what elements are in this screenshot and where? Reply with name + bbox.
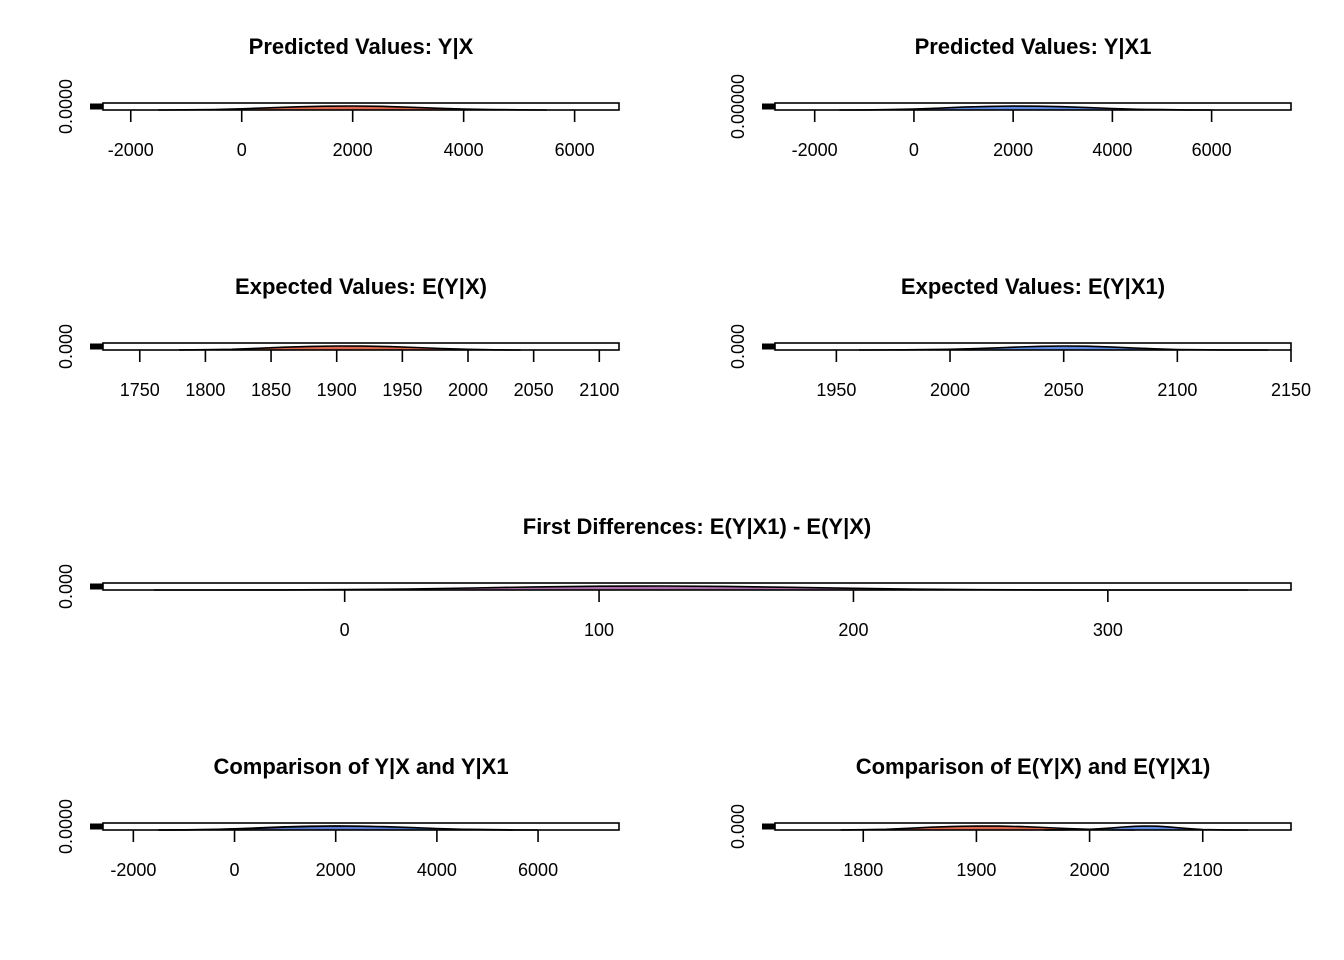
panel-7: Comparison of E(Y|X) and E(Y|X1) 0.000 180… (728, 754, 1292, 880)
x-tick-label: 300 (1093, 620, 1123, 640)
x-tick-label: 2000 (930, 380, 970, 400)
x-tick-label: 2100 (1183, 860, 1223, 880)
panel-title: Comparison of Y|X and Y|X1 (213, 754, 508, 779)
x-tick-label: 2000 (333, 140, 373, 160)
panel-title: Predicted Values: Y|X1 (915, 34, 1152, 59)
x-tick-label: 6000 (518, 860, 558, 880)
x-tick-label: 0 (237, 140, 247, 160)
x-tick-label: 6000 (555, 140, 595, 160)
x-tick-label: 4000 (1092, 140, 1132, 160)
x-tick-label: -2000 (108, 140, 154, 160)
x-tick-label: 1850 (251, 380, 291, 400)
x-tick-label: 0 (909, 140, 919, 160)
x-tick-label: 200 (838, 620, 868, 640)
x-tick-label: 2000 (448, 380, 488, 400)
y-tick-label: 0.000 (728, 804, 748, 849)
panel-2: Predicted Values: Y|X1 0.00000 -2000 0 2000 4… (728, 34, 1292, 160)
panel-6: Comparison of Y|X and Y|X1 0.0000 -2000 0 20… (56, 754, 620, 880)
panel-title: Expected Values: E(Y|X) (235, 274, 487, 299)
panel-1: Predicted Values: Y|X 0.0000 -2000 0 2000 400… (56, 34, 620, 160)
x-tick-label: 2150 (1271, 380, 1311, 400)
panel-title: Expected Values: E(Y|X1) (901, 274, 1165, 299)
x-tick-label: 1950 (816, 380, 856, 400)
x-tick-label: 2100 (1157, 380, 1197, 400)
panel-title: Comparison of E(Y|X) and E(Y|X1) (856, 754, 1211, 779)
y-tick-label: 0.0000 (56, 799, 76, 854)
x-tick-label: 4000 (417, 860, 457, 880)
x-tick-label: 1950 (382, 380, 422, 400)
panel-3: Expected Values: E(Y|X) 0.000 1750 1800 1850… (56, 274, 620, 400)
x-tick-label: 4000 (444, 140, 484, 160)
x-tick-label: 100 (584, 620, 614, 640)
density-area-2 (1044, 826, 1248, 830)
x-tick-label: 1900 (956, 860, 996, 880)
x-tick-label: 0 (340, 620, 350, 640)
x-tick-label: 2100 (579, 380, 619, 400)
y-tick-label: 0.000 (728, 324, 748, 369)
x-tick-label: 2050 (514, 380, 554, 400)
y-tick-label: 0.00000 (728, 74, 748, 139)
x-tick-label: -2000 (110, 860, 156, 880)
x-tick-label: 1800 (185, 380, 225, 400)
panel-title: First Differences: E(Y|X1) - E(Y|X) (523, 514, 872, 539)
x-tick-label: 1750 (120, 380, 160, 400)
x-tick-label: 2000 (1070, 860, 1110, 880)
panel-title: Predicted Values: Y|X (249, 34, 474, 59)
x-tick-label: 2000 (993, 140, 1033, 160)
y-tick-label: 0.000 (56, 564, 76, 609)
x-tick-label: 2000 (316, 860, 356, 880)
panel-5: First Differences: E(Y|X1) - E(Y|X) 0.000… (56, 514, 1292, 640)
x-tick-label: 2050 (1044, 380, 1084, 400)
y-tick-label: 0.000 (56, 324, 76, 369)
x-tick-label: 1800 (843, 860, 883, 880)
panel-4: Expected Values: E(Y|X1) 0.000 1950 2000 210… (728, 274, 1311, 400)
x-tick-label: -2000 (792, 140, 838, 160)
density-line-1 (179, 345, 521, 351)
x-tick-label: 6000 (1192, 140, 1232, 160)
y-tick-label: 0.0000 (56, 79, 76, 134)
x-tick-label: 1900 (317, 380, 357, 400)
x-tick-label: 0 (230, 860, 240, 880)
